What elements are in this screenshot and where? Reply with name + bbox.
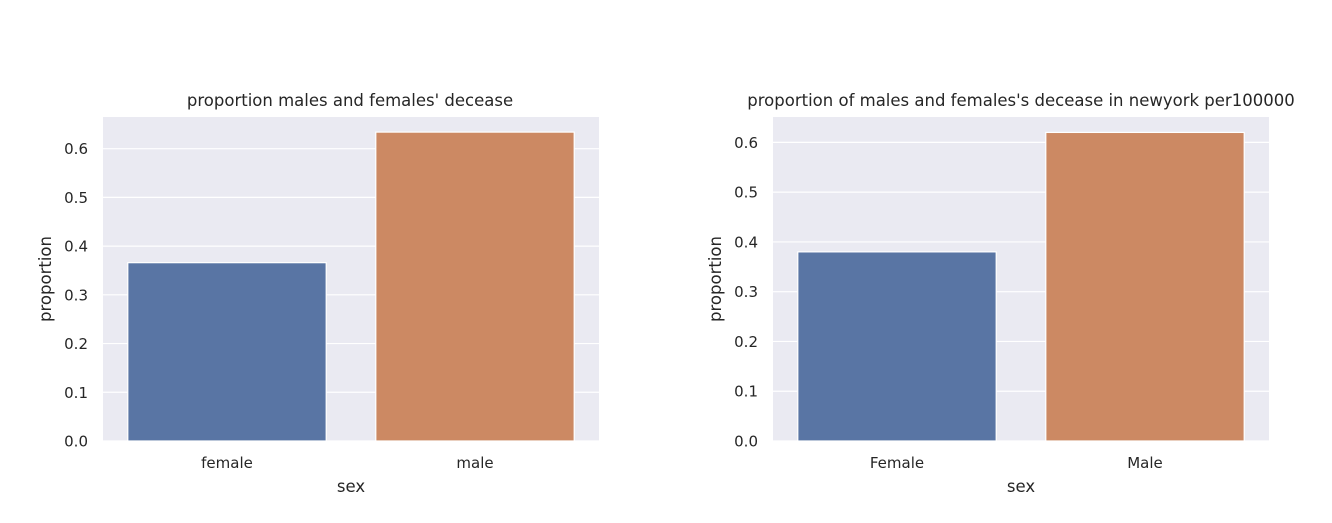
y-tick-label: 0.4 <box>734 233 758 251</box>
y-tick-label: 0.6 <box>734 134 758 152</box>
y-tick-label: 0.3 <box>734 283 758 301</box>
bar-male <box>375 131 575 442</box>
y-tick-label: 0.5 <box>734 184 758 202</box>
x-axis-label: sex <box>1007 477 1035 496</box>
chart-left: 0.0 0.1 0.2 0.3 0.4 0.5 0.6 female male proportio… <box>36 91 599 496</box>
x-tick-label: Female <box>870 454 924 472</box>
y-tick-label: 0.1 <box>734 383 758 401</box>
x-tick-label: female <box>201 454 253 472</box>
y-tick-label: 0.2 <box>64 335 88 353</box>
bar-male <box>1045 131 1245 442</box>
x-tick-label: Male <box>1127 454 1163 472</box>
bar-female <box>797 251 997 442</box>
y-tick-label: 0.6 <box>64 140 88 158</box>
y-tick-label: 0.4 <box>64 238 88 256</box>
y-tick-label: 0.0 <box>734 433 758 451</box>
chart-title: proportion males and females' decease <box>187 91 513 110</box>
x-axis-label: sex <box>337 477 365 496</box>
y-tick-label: 0.0 <box>64 433 88 451</box>
chart-title: proportion of males and females's deceas… <box>747 91 1294 110</box>
y-tick-label: 0.3 <box>64 286 88 304</box>
y-tick-label: 0.2 <box>734 333 758 351</box>
y-tick-label: 0.1 <box>64 384 88 402</box>
x-tick-label: male <box>456 454 493 472</box>
y-axis-label: proportion <box>36 236 55 322</box>
chart-right: 0.0 0.1 0.2 0.3 0.4 0.5 0.6 Female Male proportio… <box>706 91 1295 496</box>
y-axis-label: proportion <box>706 236 725 322</box>
bar-female <box>127 262 327 442</box>
y-tick-label: 0.5 <box>64 189 88 207</box>
